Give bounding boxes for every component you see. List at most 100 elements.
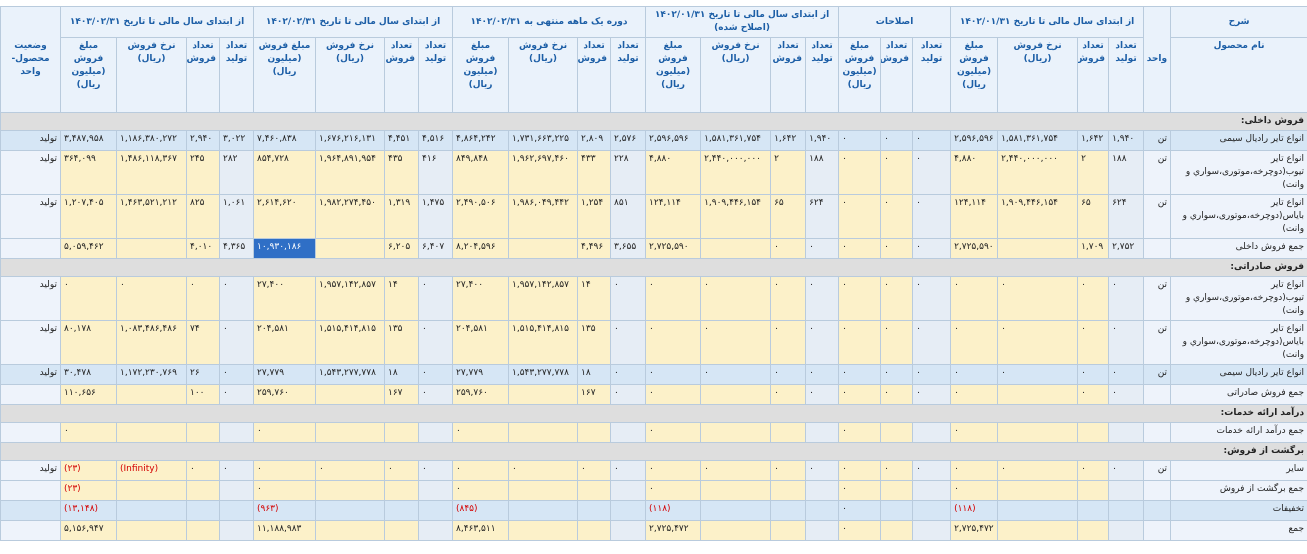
table-cell: ۶۲۴ (1108, 194, 1145, 239)
table-cell: ۲,۷۲۵,۴۷۲ (645, 520, 702, 541)
table-cell: ۰ (805, 320, 840, 365)
table-cell (384, 422, 419, 443)
table-cell: ۲,۹۴۰ (186, 130, 220, 151)
table-cell (577, 422, 612, 443)
table-cell: ۴,۴۹۶ (577, 238, 612, 259)
table-cell: ۰ (912, 130, 952, 151)
table-cell: ۰ (912, 384, 952, 405)
table-cell: (۹۶۳) (253, 500, 316, 521)
table-cell: ۲۷,۴۰۰ (253, 276, 316, 321)
table-cell: ۰ (700, 460, 772, 481)
table-cell: ۰ (418, 384, 453, 405)
table-cell (700, 500, 772, 521)
table-cell (1143, 238, 1172, 259)
column-header: تعداد فروش (1077, 37, 1110, 113)
data-row: جمع فروش صادراتی ۰ ۰ ۰ ۰ ۰ ۰ ۰ ۰ ۰ ۰ ۱۶۷ ۲۵۹,۷۶۰ ۰ ۱۶۷… (0, 384, 1307, 405)
table-cell: ۰ (880, 364, 914, 385)
table-cell: ۱,۵۸۱,۳۶۱,۷۵۴ (700, 130, 772, 151)
table-cell (0, 422, 61, 443)
table-cell: ۰ (610, 384, 647, 405)
table-cell: ۰ (912, 364, 952, 385)
table-cell (1143, 500, 1172, 521)
table-cell: ۰ (880, 130, 914, 151)
table-cell: ۰ (770, 384, 807, 405)
table-cell (610, 520, 647, 541)
table-cell: ۱۳۵ (384, 320, 419, 365)
table-cell: ۴,۳۶۵ (219, 238, 254, 259)
table-cell: ۰ (645, 460, 702, 481)
section-row: فروش داخلی: (0, 112, 1307, 131)
table-cell: ۶۵ (1077, 194, 1110, 239)
table-cell (508, 500, 579, 521)
table-cell: ۱,۴۶۳,۵۲۱,۲۱۲ (116, 194, 187, 239)
table-cell: ۱,۹۵۷,۱۴۲,۸۵۷ (508, 276, 579, 321)
section-label: فروش داخلی: (0, 112, 1307, 131)
table-cell (315, 520, 385, 541)
table-cell (116, 480, 187, 501)
table-cell: ۰ (1077, 276, 1110, 321)
table-cell: ۰ (645, 480, 702, 501)
table-cell: ۰ (838, 238, 882, 259)
table-cell: ۰ (116, 276, 187, 321)
table-cell: ۰ (950, 276, 999, 321)
row-label: انواع تایر رادیال سیمی (1170, 130, 1307, 151)
table-cell (1143, 520, 1172, 541)
table-cell (1108, 480, 1145, 501)
column-header: تعداد تولید (418, 37, 453, 113)
table-cell: ۰ (645, 364, 702, 385)
table-cell (116, 238, 187, 259)
table-cell (1077, 520, 1110, 541)
header-row: شرح واحد از ابتدای سال مالی تا تاریخ ۱۴۰۲/… (0, 6, 1307, 113)
table-cell: (۲۳) (60, 460, 117, 481)
table-cell: تن (1143, 460, 1172, 481)
table-cell (770, 480, 807, 501)
table-cell: ۲۵۹,۷۶۰ (253, 384, 316, 405)
table-cell: ۲,۴۹۰,۵۰۶ (451, 194, 510, 239)
table-cell: ۰ (805, 384, 840, 405)
table-cell: ۴۳۵ (384, 150, 419, 195)
table-cell (880, 520, 914, 541)
row-label: انواع تایر تیوب(دوچرخه،موتوری،سواري و وا… (1170, 150, 1307, 195)
table-cell: ۱۰۰ (186, 384, 220, 405)
table-cell: تن (1143, 276, 1172, 321)
table-cell: ۱۱۰,۶۵۶ (60, 384, 117, 405)
table-cell: ۴,۸۸۰ (950, 150, 999, 195)
table-cell (1143, 480, 1172, 501)
table-cell: ۶,۴۰۷ (418, 238, 453, 259)
table-cell: ۱,۷۳۱,۶۶۳,۲۲۵ (508, 130, 579, 151)
table-cell: ۰ (418, 320, 453, 365)
table-cell: ۰ (912, 150, 952, 195)
table-cell: تولید (0, 194, 61, 239)
table-cell (1077, 422, 1110, 443)
section-row: درآمد ارائه خدمات: (0, 404, 1307, 423)
table-cell: ۰ (912, 238, 952, 259)
table-cell: ۱۳۵ (577, 320, 612, 365)
table-cell (116, 422, 187, 443)
row-label: تخفیفات (1170, 500, 1307, 521)
table-cell: ۱,۹۸۲,۲۷۴,۴۵۰ (315, 194, 385, 239)
table-cell (997, 520, 1079, 541)
column-header: تعداد فروش (186, 37, 220, 113)
column-header: تعداد تولید (912, 37, 952, 113)
table-body: فروش داخلی: انواع تایر رادیال سیمی تن ۱,۹۴۰… (0, 112, 1307, 541)
table-cell: ۱,۲۰۷,۴۰۵ (60, 194, 117, 239)
table-cell: ۰ (838, 150, 882, 195)
table-cell: ۰ (805, 238, 840, 259)
table-cell: ۱,۵۱۵,۴۱۴,۸۱۵ (315, 320, 385, 365)
table-cell: ۴,۸۶۴,۲۴۲ (451, 130, 510, 151)
row-label: جمع فروش صادراتی (1170, 384, 1307, 405)
table-cell: ۰ (1077, 364, 1110, 385)
table-cell: ۰ (645, 320, 702, 365)
table-cell: ۰ (1077, 320, 1110, 365)
table-cell (700, 238, 772, 259)
group-header: دوره یک ماهه منتهی به ۱۴۰۲/۰۲/۳۱ (451, 6, 647, 38)
column-header: تعداد تولید (610, 37, 647, 113)
column-header: تعداد تولید (805, 37, 840, 113)
table-cell: ۴,۰۱۰ (186, 238, 220, 259)
table-cell: ۱,۲۵۴ (577, 194, 612, 239)
table-cell: ۵,۱۵۶,۹۴۷ (60, 520, 117, 541)
table-cell (610, 500, 647, 521)
table-cell (315, 500, 385, 521)
table-cell: (۲۳) (60, 480, 117, 501)
table-cell: ۰ (880, 320, 914, 365)
